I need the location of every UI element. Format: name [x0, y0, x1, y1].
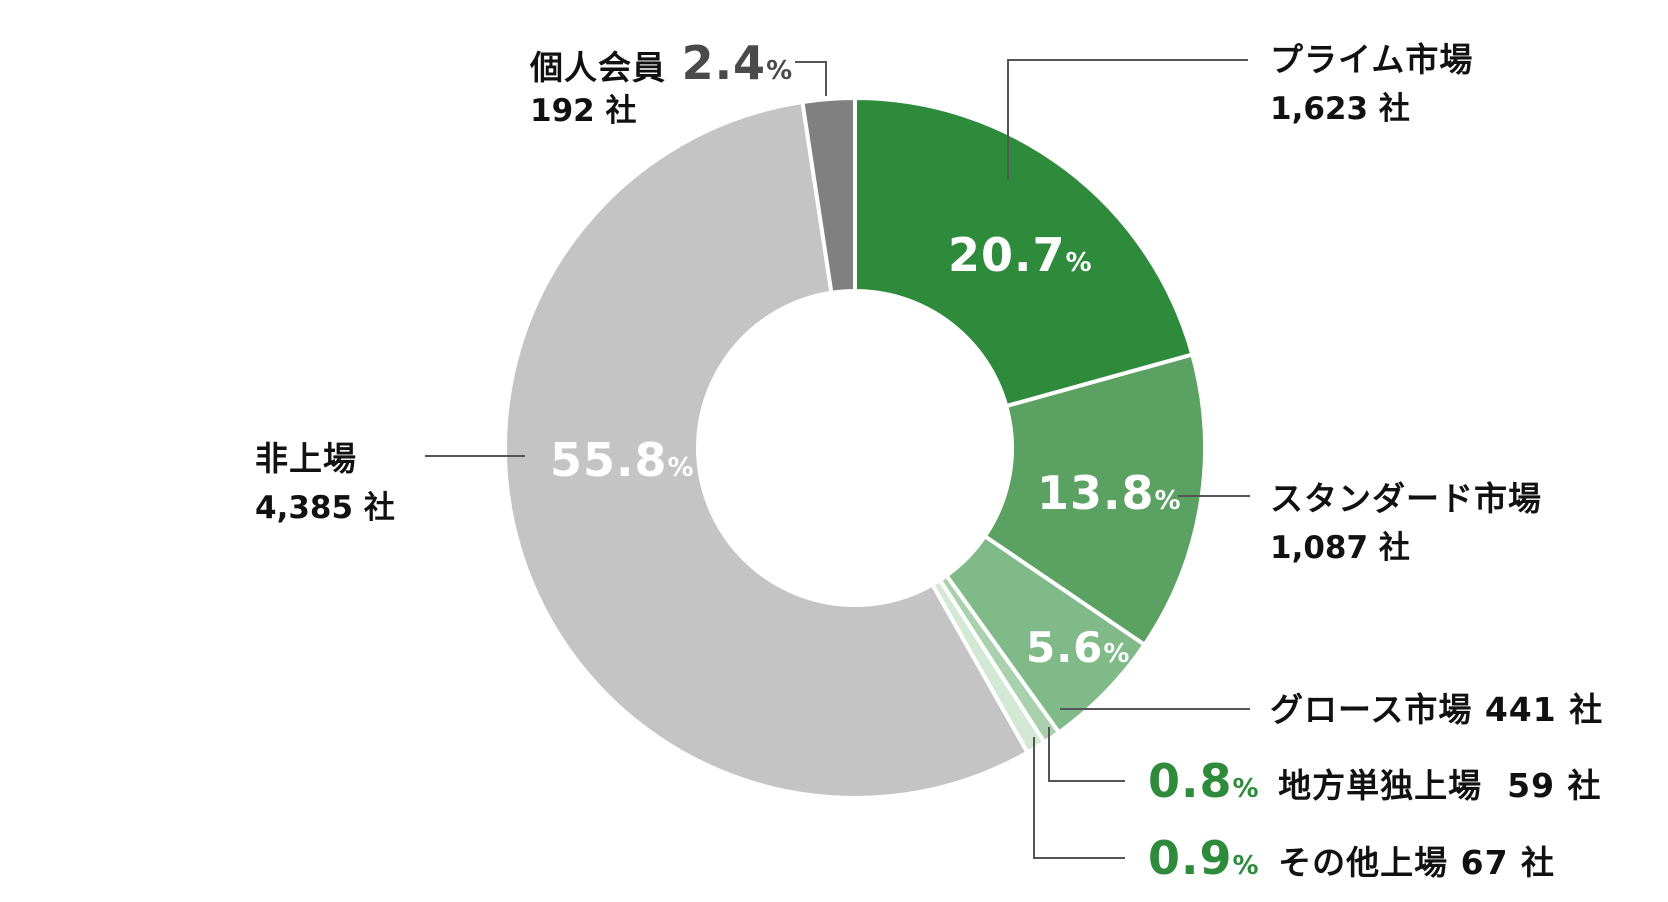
label-standard-name: スタンダード市場 — [1270, 479, 1542, 518]
label-individual-pct-symbol: % — [766, 56, 793, 86]
slice-pct-unlisted: 55.8% — [550, 437, 694, 483]
pct-symbol: % — [667, 453, 694, 483]
leader-lines — [425, 59, 1250, 859]
label-individual-count: 192 社 — [530, 93, 637, 129]
label-standard-count: 1,087 社 — [1270, 530, 1410, 566]
label-individual: 個人会員 2.4% 192 社 — [530, 40, 792, 127]
label-local-name: 地方単独上場 59 社 — [1278, 766, 1602, 805]
leader-line-individual — [795, 61, 827, 96]
leader-line-other — [1033, 737, 1125, 859]
donut-slice — [853, 95, 1195, 409]
slice-pct-standard: 13.8% — [1037, 470, 1181, 516]
pct-value: 13.8 — [1037, 466, 1155, 520]
label-growth: グロース市場 441 社 — [1270, 693, 1603, 726]
pct-symbol: % — [1154, 486, 1181, 516]
label-prime: プライム市場 1,623 社 — [1270, 43, 1473, 125]
pct-symbol: % — [1103, 639, 1130, 669]
label-standard: スタンダード市場 1,087 社 — [1270, 482, 1542, 564]
leader-line-local — [1048, 727, 1125, 782]
label-unlisted-count: 4,385 社 — [255, 490, 395, 526]
donut-slice — [800, 95, 857, 296]
label-local-pct: 0.8 — [1148, 754, 1233, 808]
donut-slices — [502, 95, 1207, 800]
label-other: 0.9% その他上場 67 社 — [1148, 835, 1555, 881]
label-growth-name: グロース市場 441 社 — [1270, 690, 1604, 729]
leader-line-prime — [1007, 59, 1248, 180]
pct-symbol: % — [1065, 248, 1092, 278]
pct-value: 55.8 — [550, 433, 668, 487]
label-individual-pct: 2.4 — [681, 36, 767, 90]
label-prime-name: プライム市場 — [1270, 40, 1474, 79]
slice-pct-growth: 5.6% — [1026, 627, 1129, 669]
pct-value: 5.6 — [1026, 623, 1104, 672]
label-unlisted-name: 非上場 — [255, 439, 357, 478]
label-other-pct-symbol: % — [1232, 851, 1259, 881]
label-unlisted: 非上場 4,385 社 — [255, 442, 395, 524]
label-prime-count: 1,623 社 — [1270, 91, 1410, 127]
label-local-pct-symbol: % — [1232, 774, 1259, 804]
label-other-name: その他上場 67 社 — [1278, 843, 1556, 882]
pct-value: 20.7 — [948, 228, 1066, 282]
label-local: 0.8% 地方単独上場 59 社 — [1148, 758, 1602, 804]
label-other-pct: 0.9 — [1148, 831, 1233, 885]
slice-pct-prime: 20.7% — [948, 232, 1092, 278]
label-individual-name: 個人会員 — [530, 48, 666, 87]
donut-slice — [502, 99, 1031, 800]
